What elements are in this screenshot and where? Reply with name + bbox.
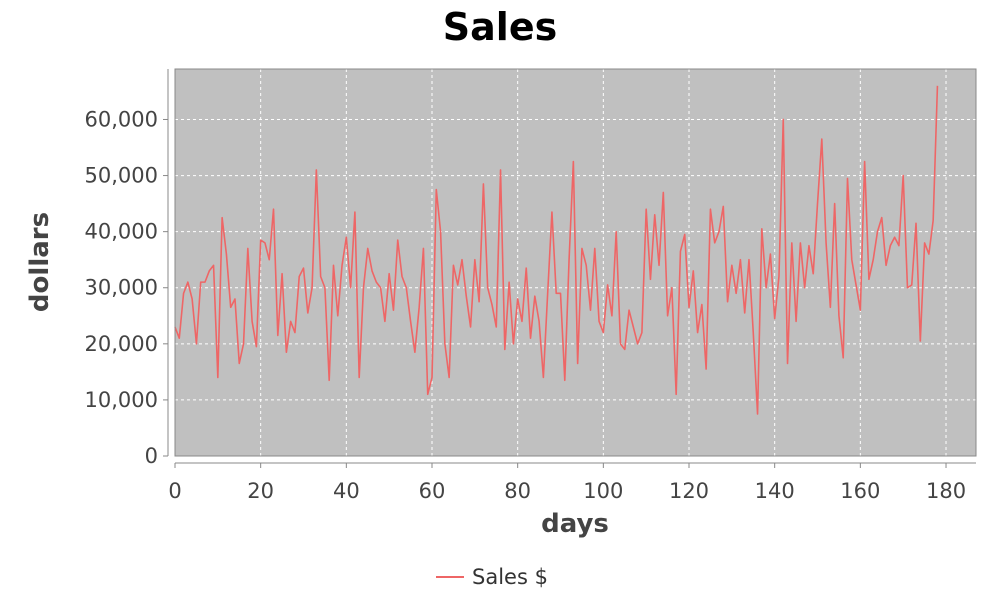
x-tick-label: 60 <box>419 479 446 503</box>
legend: Sales $ <box>436 565 548 589</box>
plot-border <box>174 68 977 457</box>
series-line-sales <box>174 85 939 415</box>
y-axis-label: dollars <box>25 212 55 312</box>
x-tick-label: 160 <box>840 479 880 503</box>
plot-area <box>174 68 977 457</box>
x-axis-ticks: 0 20 40 60 80 100 120 140 160 180 <box>168 463 966 503</box>
grid-lines <box>175 69 976 456</box>
y-tick-label: 50,000 <box>85 164 158 188</box>
x-tick-label: 120 <box>669 479 709 503</box>
x-tick-label: 40 <box>333 479 360 503</box>
x-tick-label: 0 <box>168 479 181 503</box>
x-axis-label: days <box>541 509 609 539</box>
axes: 0 20 40 60 80 100 120 140 160 180 0 10,000 20,000 30… <box>85 69 976 503</box>
y-tick-label: 30,000 <box>85 276 158 300</box>
x-tick-label: 140 <box>755 479 795 503</box>
legend-label-sales: Sales $ <box>472 565 548 589</box>
chart-title: Sales <box>443 5 557 49</box>
y-axis-ticks: 0 10,000 20,000 30,000 40,000 50,000 60,000 <box>85 107 168 468</box>
x-tick-label: 20 <box>247 479 274 503</box>
y-tick-label: 0 <box>145 444 158 468</box>
y-tick-label: 40,000 <box>85 220 158 244</box>
y-tick-label: 10,000 <box>85 388 158 412</box>
y-tick-label: 60,000 <box>85 107 158 131</box>
x-tick-label: 100 <box>583 479 623 503</box>
x-tick-label: 180 <box>926 479 966 503</box>
series-group <box>174 85 939 415</box>
x-tick-label: 80 <box>504 479 531 503</box>
y-tick-label: 20,000 <box>85 332 158 356</box>
